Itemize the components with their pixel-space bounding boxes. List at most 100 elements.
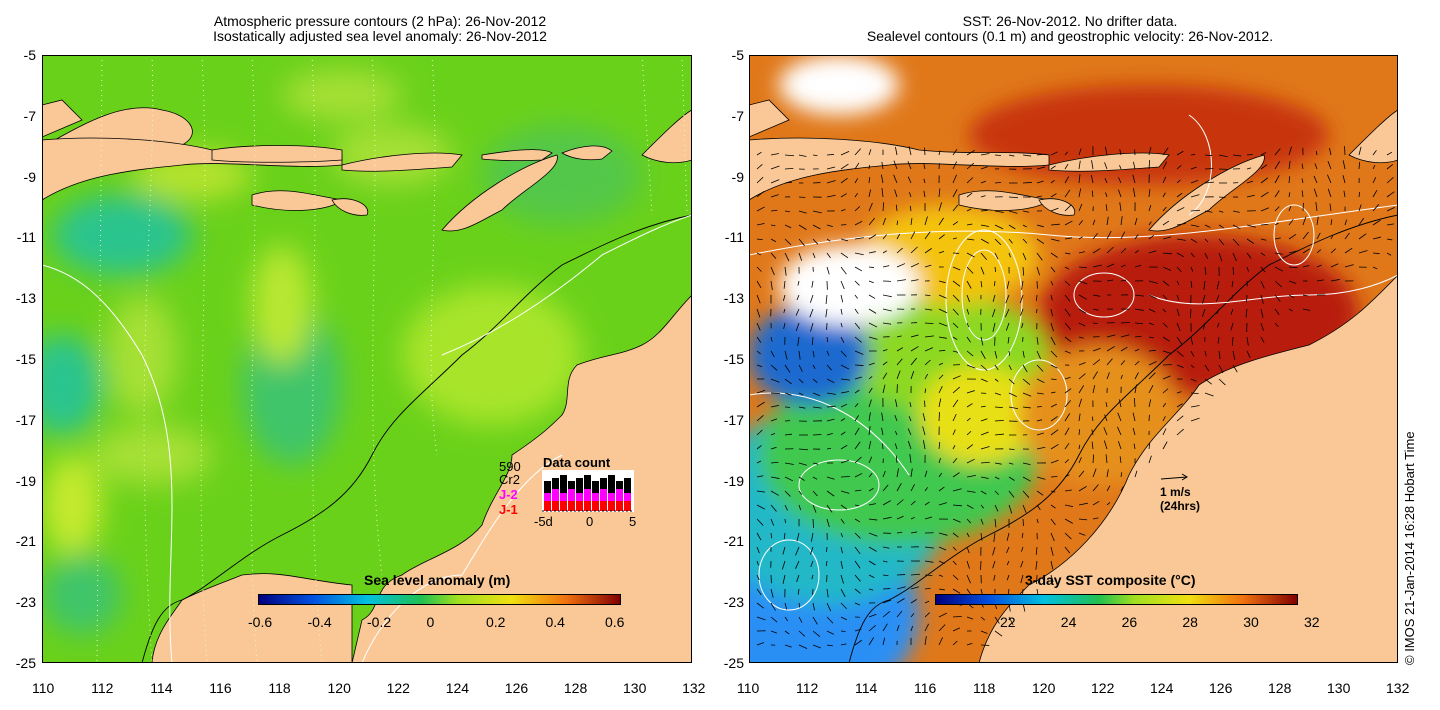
velocity-arrow xyxy=(1106,279,1114,282)
velocity-arrow xyxy=(812,602,815,611)
velocity-arrow xyxy=(882,349,888,352)
velocity-arrow xyxy=(796,532,800,542)
velocity-arrow xyxy=(840,238,849,242)
velocity-arrow xyxy=(1050,403,1058,408)
velocity-arrow xyxy=(882,599,892,604)
velocity-arrow xyxy=(826,364,833,371)
velocity-arrow xyxy=(1064,294,1071,302)
left-xtick-7: 124 xyxy=(445,680,470,696)
velocity-arrow xyxy=(1386,223,1395,226)
velocity-arrow xyxy=(840,252,849,259)
velocity-arrow xyxy=(952,574,959,581)
velocity-arrow xyxy=(797,280,800,286)
velocity-arrow xyxy=(1050,180,1055,184)
velocity-arrow xyxy=(882,546,890,549)
velocity-arrow xyxy=(952,350,959,353)
velocity-arrow xyxy=(894,414,898,422)
velocity-arrow xyxy=(1022,238,1028,244)
velocity-arrow xyxy=(756,560,759,566)
velocity-arrow xyxy=(1035,560,1038,570)
velocity-arrow xyxy=(826,405,836,408)
left-ytick-3: -11 xyxy=(16,229,36,246)
velocity-arrow xyxy=(854,473,863,478)
velocity-arrow xyxy=(1190,238,1198,243)
velocity-arrow xyxy=(797,588,800,595)
velocity-arrow xyxy=(952,458,958,464)
velocity-arrow xyxy=(784,181,792,184)
velocity-arrow xyxy=(882,516,892,520)
velocity-arrow xyxy=(756,602,764,609)
velocity-arrow xyxy=(1386,177,1394,184)
velocity-arrow xyxy=(1190,405,1200,408)
credit-text: © IMOS 21-Jan-2014 16:28 Hobart Time xyxy=(1402,431,1417,665)
velocity-arrow xyxy=(756,389,766,394)
velocity-arrow xyxy=(854,162,860,170)
velocity-arrow xyxy=(910,484,915,492)
velocity-arrow xyxy=(952,204,959,212)
velocity-arrow xyxy=(1036,350,1041,360)
velocity-arrow xyxy=(756,546,760,554)
sst-tick-5: 32 xyxy=(1304,614,1320,630)
velocity-arrow xyxy=(952,472,960,478)
count-bar-cr2 xyxy=(576,478,583,493)
velocity-arrow xyxy=(1050,266,1056,273)
velocity-arrow xyxy=(966,266,974,274)
velocity-arrow xyxy=(1301,178,1304,184)
velocity-arrow xyxy=(895,204,898,212)
velocity-arrow xyxy=(994,238,1002,246)
velocity-arrow xyxy=(854,518,861,523)
velocity-arrow xyxy=(783,308,786,313)
velocity-arrow xyxy=(1008,476,1015,481)
velocity-arrow xyxy=(1148,384,1154,394)
left-title-line2: Isostatically adjusted sea level anomaly… xyxy=(213,28,547,44)
velocity-arrow xyxy=(1050,429,1059,436)
right-title-line1: SST: 26-Nov-2012. No drifter data. xyxy=(962,13,1178,29)
velocity-arrow xyxy=(1008,154,1015,157)
velocity-arrow xyxy=(882,308,892,312)
velocity-arrow xyxy=(1118,399,1122,408)
right-ytick-6: -17 xyxy=(723,411,744,428)
velocity-arrows xyxy=(756,146,1395,650)
velocity-arrow xyxy=(966,475,976,478)
velocity-arrow xyxy=(868,613,877,618)
velocity-arrow xyxy=(825,560,828,567)
velocity-arrow xyxy=(840,364,850,370)
count-bar-j2 xyxy=(552,489,559,501)
velocity-arrow xyxy=(1078,502,1088,506)
velocity-arrow xyxy=(1006,546,1010,554)
velocity-arrow xyxy=(854,206,861,212)
velocity-arrow xyxy=(756,401,765,408)
velocity-arrow xyxy=(924,216,928,226)
velocity-arrow xyxy=(868,280,874,284)
velocity-arrow xyxy=(952,560,957,566)
velocity-arrow xyxy=(1133,161,1136,170)
velocity-arrow xyxy=(854,489,862,492)
velocity-arrow xyxy=(1120,472,1123,478)
velocity-arrow xyxy=(826,378,835,384)
velocity-arrow xyxy=(1104,162,1108,170)
sealevel-contours xyxy=(749,114,1398,611)
velocity-arrow xyxy=(980,180,987,184)
velocity-arrow xyxy=(1036,153,1046,156)
velocity-arrow xyxy=(1176,294,1180,301)
velocity-arrow xyxy=(868,266,875,268)
velocity-arrow xyxy=(756,642,765,646)
velocity-arrow xyxy=(1162,252,1172,255)
velocity-arrow xyxy=(1218,252,1223,262)
velocity-arrow xyxy=(1008,224,1016,230)
velocity-arrow xyxy=(1104,414,1108,422)
velocity-arrow xyxy=(868,456,873,464)
velocity-arrow xyxy=(952,266,961,271)
velocity-arrow xyxy=(811,280,814,288)
velocity-arrow xyxy=(966,208,972,212)
eez-lines xyxy=(42,214,692,663)
count-bar-j2 xyxy=(560,493,567,501)
velocity-arrow xyxy=(1134,308,1144,311)
velocity-arrow xyxy=(854,266,863,272)
velocity-arrow xyxy=(907,161,912,170)
velocity-arrow xyxy=(854,403,859,408)
velocity-arrow xyxy=(1162,441,1168,450)
velocity-arrow xyxy=(756,252,761,256)
velocity-arrow xyxy=(910,573,920,576)
velocity-arrow xyxy=(1036,238,1045,245)
